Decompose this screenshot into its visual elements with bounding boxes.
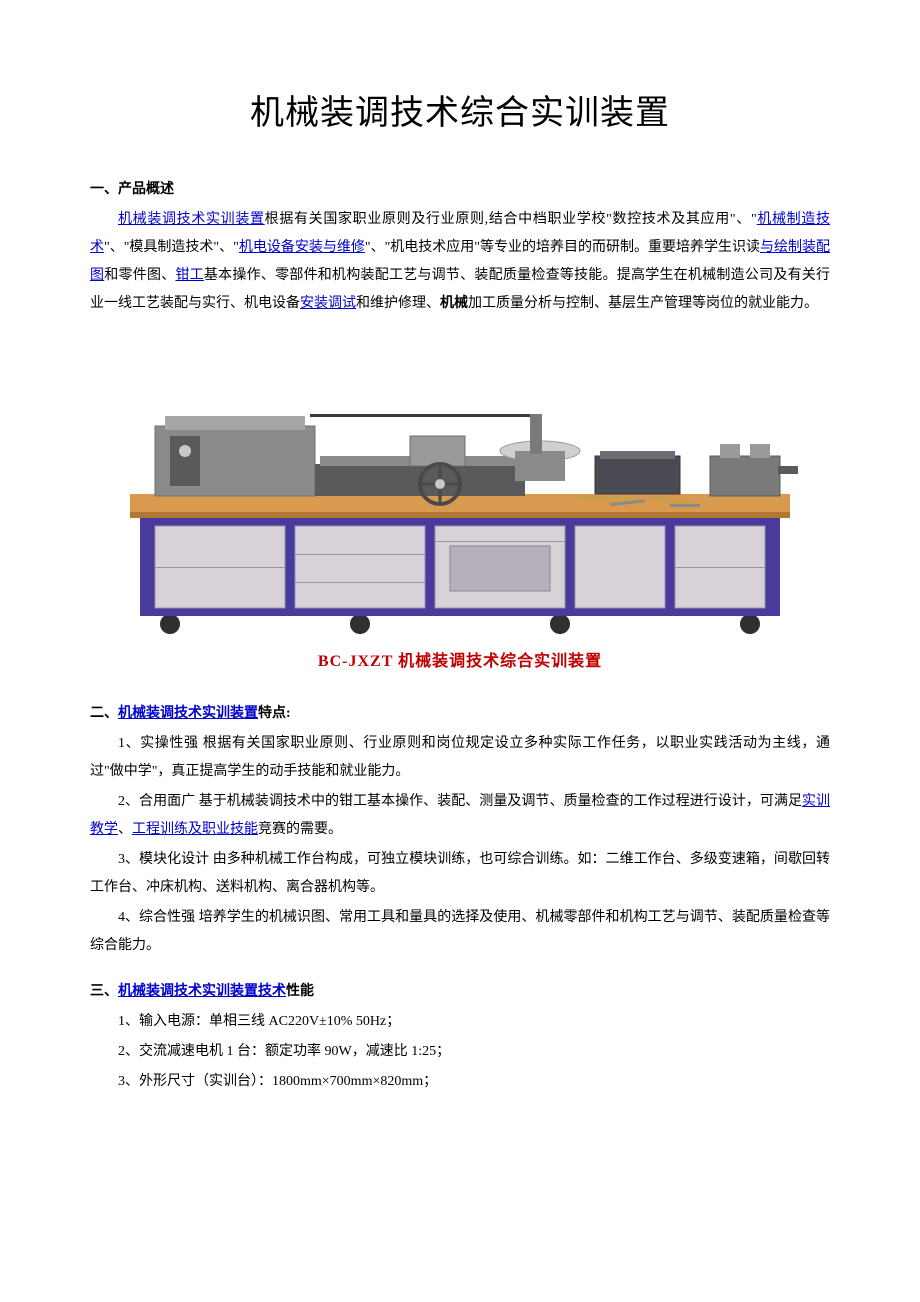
section-1-heading: 一、产品概述 bbox=[90, 176, 830, 204]
link-install-debug[interactable]: 安装调试 bbox=[300, 296, 356, 311]
text: 二、 bbox=[90, 706, 118, 721]
sec2-item-4: 4、综合性强 培养学生的机械识图、常用工具和量具的选择及使用、机械零部件和机构工… bbox=[90, 904, 830, 960]
text: 2、合用面广 基于机械装调技术中的钳工基本操作、装配、测量及调节、质量检查的工作… bbox=[118, 794, 802, 809]
text: 和零件图、 bbox=[104, 268, 175, 283]
text: 特点: bbox=[258, 706, 291, 721]
link-fitter[interactable]: 钳工 bbox=[175, 268, 203, 283]
section-3-heading: 三、机械装调技术实训装置技术性能 bbox=[90, 978, 830, 1006]
text: 竞赛的需要。 bbox=[258, 822, 342, 837]
sec3-item-1: 1、输入电源：单相三线 AC220V±10% 50Hz； bbox=[90, 1008, 830, 1036]
link-eng-training-skill[interactable]: 工程训练及职业技能 bbox=[132, 822, 258, 837]
text-bold-mech: 机械 bbox=[440, 296, 468, 311]
text: 性能 bbox=[286, 984, 314, 999]
link-sec3-title[interactable]: 机械装调技术实训装置技术 bbox=[118, 984, 286, 999]
product-figure bbox=[90, 336, 830, 636]
text: 三、 bbox=[90, 984, 118, 999]
text: 、 bbox=[118, 822, 132, 837]
section-2-heading: 二、机械装调技术实训装置特点: bbox=[90, 700, 830, 728]
text: "、"机电技术应用"等专业的培养目的而研制。重要培养学生识读 bbox=[365, 240, 760, 255]
text: "、"模具制造技术"、" bbox=[104, 240, 239, 255]
link-product-name[interactable]: 机械装调技术实训装置 bbox=[118, 212, 265, 227]
text: 和维护修理、 bbox=[356, 296, 440, 311]
sec3-item-3: 3、外形尺寸（实训台）：1800mm×700mm×820mm； bbox=[90, 1068, 830, 1096]
sec2-item-2: 2、合用面广 基于机械装调技术中的钳工基本操作、装配、测量及调节、质量检查的工作… bbox=[90, 788, 830, 844]
page-title: 机械装调技术综合实训装置 bbox=[90, 80, 830, 148]
sec2-item-1: 1、实操性强 根据有关国家职业原则、行业原则和岗位规定设立多种实际工作任务，以职… bbox=[90, 730, 830, 786]
sec3-item-2: 2、交流减速电机 1 台：额定功率 90W，减速比 1:25； bbox=[90, 1038, 830, 1066]
section-1-paragraph: 机械装调技术实训装置根据有关国家职业原则及行业原则,结合中档职业学校"数控技术及… bbox=[90, 206, 830, 318]
text: 加工质量分析与控制、基层生产管理等岗位的就业能力。 bbox=[468, 296, 818, 311]
link-mech-elec-install[interactable]: 机电设备安装与维修 bbox=[239, 240, 365, 255]
text: 根据有关国家职业原则及行业原则,结合中档职业学校"数控技术及其应用"、" bbox=[265, 212, 757, 227]
product-illustration bbox=[110, 336, 810, 636]
figure-caption: BC-JXZT 机械装调技术综合实训装置 bbox=[90, 646, 830, 678]
sec2-item-3: 3、模块化设计 由多种机械工作台构成，可独立模块训练，也可综合训练。如：二维工作… bbox=[90, 846, 830, 902]
link-sec2-title[interactable]: 机械装调技术实训装置 bbox=[118, 706, 258, 721]
